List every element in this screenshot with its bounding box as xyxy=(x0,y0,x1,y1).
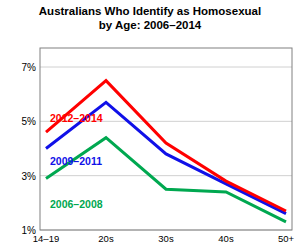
series-line xyxy=(46,102,286,213)
series-line xyxy=(46,81,286,211)
y-tick-label: 5% xyxy=(22,116,37,127)
x-tick-label: 30s xyxy=(158,233,174,244)
x-tick-label: 20s xyxy=(98,233,114,244)
chart: Australians Who Identify as Homosexual by… xyxy=(0,0,300,246)
series-label: 2009–2011 xyxy=(50,155,102,167)
title: Australians Who Identify as Homosexual by… xyxy=(39,5,261,31)
series-label: 2012–2014 xyxy=(50,112,103,124)
series-label: 2006–2008 xyxy=(50,198,103,210)
series-line xyxy=(46,138,286,222)
plot-frame xyxy=(40,48,292,230)
series-group xyxy=(46,81,286,222)
x-tick-label: 14–19 xyxy=(33,233,59,244)
grid-line xyxy=(40,175,292,176)
x-tick-label: 50+ xyxy=(278,233,295,244)
title-line: by Age: 2006–2014 xyxy=(99,19,202,31)
y-tick-label: 3% xyxy=(22,171,37,182)
grid-line xyxy=(40,67,292,68)
title-line: Australians Who Identify as Homosexual xyxy=(39,5,261,17)
x-tick-label: 40s xyxy=(218,233,234,244)
y-tick-label: 7% xyxy=(22,62,37,73)
